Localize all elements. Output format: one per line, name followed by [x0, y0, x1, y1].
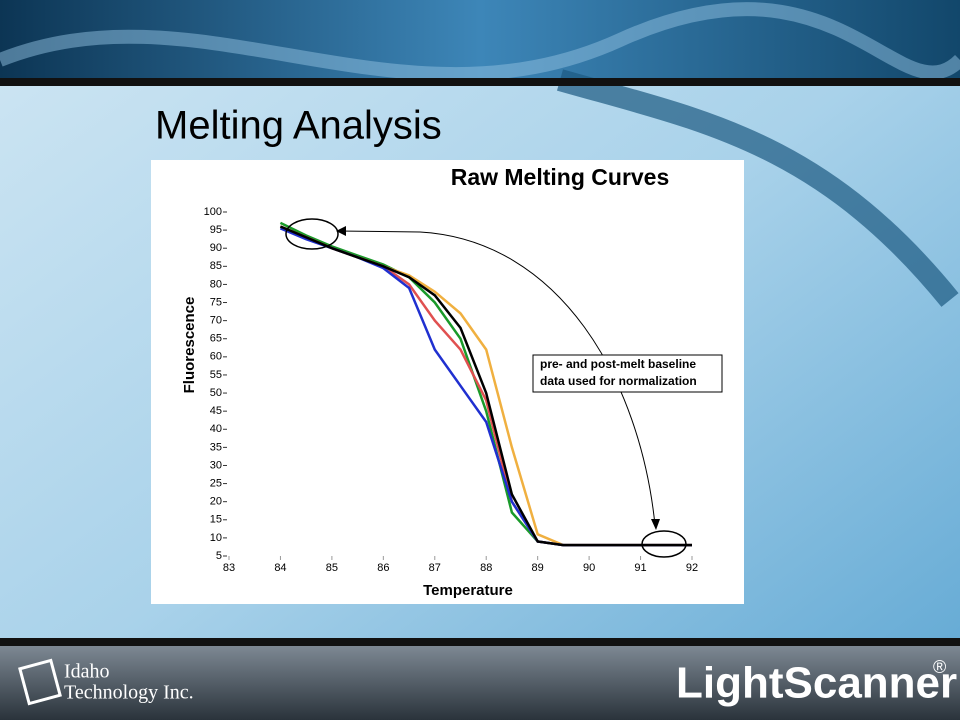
x-tick-label: 90 [583, 562, 595, 574]
slide-title: Melting Analysis [155, 104, 442, 148]
annotation: data used for normalization [540, 374, 697, 388]
y-tick-label: 70 [210, 315, 222, 327]
annotation: pre- and post-melt baseline [540, 357, 696, 371]
x-tick-label: 92 [686, 562, 698, 574]
divider [0, 638, 960, 646]
arrowhead [651, 519, 660, 530]
y-tick-label: 40 [210, 423, 222, 435]
y-tick-label: 25 [210, 477, 222, 489]
divider [0, 78, 960, 86]
y-tick-label: 100 [204, 206, 222, 218]
arrow [337, 230, 656, 526]
chart-title: Raw Melting Curves [451, 164, 670, 190]
chart: Raw Melting Curves Temperature Fluorescenc… [181, 164, 723, 599]
x-axis-label: Temperature [423, 582, 513, 599]
company-name: Idaho [64, 661, 110, 683]
x-tick-label: 88 [480, 562, 492, 574]
y-tick-label: 75 [210, 296, 222, 308]
baseline-marker [285, 218, 339, 250]
y-tick-label: 30 [210, 459, 222, 471]
y-tick-label: 10 [210, 532, 222, 544]
x-tick-label: 84 [274, 562, 286, 574]
product-mark: ® [933, 657, 946, 677]
y-tick-label: 60 [210, 351, 222, 363]
y-tick-label: 35 [210, 441, 222, 453]
y-tick-label: 50 [210, 387, 222, 399]
x-tick-label: 87 [429, 562, 441, 574]
y-tick-label: 95 [210, 224, 222, 236]
y-tick-label: 5 [216, 550, 222, 562]
y-tick-label: 90 [210, 242, 222, 254]
y-tick-label: 80 [210, 278, 222, 290]
y-tick-label: 45 [210, 405, 222, 417]
y-tick-label: 65 [210, 333, 222, 345]
dna-strand [556, 69, 959, 307]
y-tick-label: 55 [210, 369, 222, 381]
product-name: LightScanner [676, 659, 957, 708]
x-tick-label: 86 [377, 562, 389, 574]
baseline-marker [641, 530, 687, 558]
arrowhead [336, 226, 346, 236]
x-tick-label: 89 [532, 562, 544, 574]
x-tick-label: 83 [223, 562, 235, 574]
footer [0, 646, 960, 720]
x-tick-label: 91 [634, 562, 646, 574]
y-tick-label: 20 [210, 496, 222, 508]
company-name: Technology Inc. [64, 682, 194, 704]
y-tick-label: 85 [210, 260, 222, 272]
melting-curve [279, 225, 692, 547]
y-tick-label: 15 [210, 514, 222, 526]
dna-strand [0, 2, 960, 82]
annotation-box [532, 354, 723, 393]
y-axis-label: Fluorescence [181, 297, 198, 394]
x-tick-label: 85 [326, 562, 338, 574]
company-logo [18, 658, 62, 706]
